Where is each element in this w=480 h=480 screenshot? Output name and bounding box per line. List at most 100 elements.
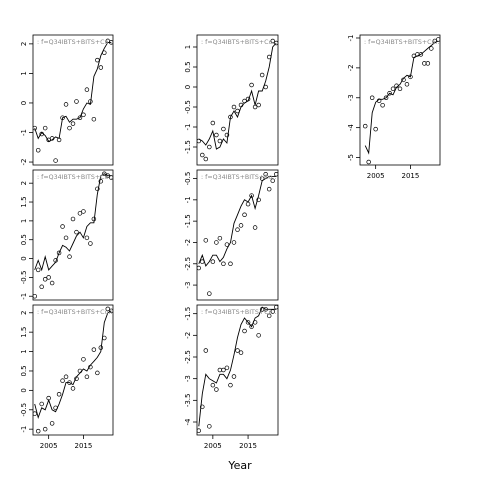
panel-label: : f=Q34IBTS+BITS+Co.. (201, 309, 276, 316)
y-tick-label: -1 (347, 34, 355, 41)
y-tick-label: 0 (184, 85, 192, 89)
y-tick-label: -2 (347, 64, 355, 71)
y-tick-label: -5 (347, 154, 355, 161)
data-point (84, 87, 90, 92)
data-point (376, 98, 382, 103)
plot-area: : f=Q34IBTS+BITS+Co.. (33, 306, 113, 434)
data-point (63, 102, 69, 107)
y-tick-label: -1 (184, 196, 192, 203)
data-point (60, 224, 65, 229)
data-point (270, 38, 275, 44)
data-point (102, 50, 107, 55)
data-point (197, 428, 202, 433)
y-tick-label: -2 (184, 332, 192, 339)
data-point (387, 91, 392, 96)
data-point (207, 291, 212, 296)
panel-label: : f=Q34IBTS+BITS+Co.. (201, 39, 276, 46)
data-point (373, 126, 378, 132)
data-point (81, 209, 86, 214)
data-point (70, 121, 76, 126)
plot-area: : f=Q34IBTS+BITS+Co.. (33, 38, 113, 163)
plot-frame (196, 34, 279, 166)
data-point (56, 250, 62, 256)
data-point (33, 125, 37, 131)
data-point (401, 77, 406, 83)
y-tick-label: -1.5 (184, 140, 192, 154)
data-point (91, 116, 97, 122)
y-tick-label: -1.5 (184, 307, 192, 321)
y-tick-label: -2.5 (184, 257, 192, 271)
data-point (221, 126, 226, 132)
data-point (266, 313, 272, 319)
y-tick-label: 0.5 (20, 365, 28, 376)
data-point (429, 46, 434, 51)
x-tick-label: 2015 (402, 172, 420, 180)
data-point (397, 86, 403, 92)
data-point (33, 293, 37, 299)
data-point (235, 227, 240, 232)
plot-area: : f=Q34IBTS+BITS+Co.. (197, 305, 278, 433)
data-point (228, 382, 233, 388)
x-tick-label: 2005 (40, 442, 58, 450)
y-tick-label: -3 (347, 94, 355, 101)
data-point (245, 96, 251, 102)
panel-7: -4 -3.5 -3 -2.5 -2 -1.5 2005 2015: f=Q34IBTS+BI… (184, 304, 279, 450)
data-point (369, 95, 375, 101)
data-point (404, 82, 410, 87)
data-point (49, 421, 55, 426)
y-tick-label: -1 (20, 293, 28, 300)
data-point (203, 238, 209, 243)
data-point (49, 136, 55, 141)
plot-area: : f=Q34IBTS+BITS+Co.. (362, 37, 440, 165)
data-point (231, 104, 237, 110)
data-point (228, 261, 233, 267)
data-point (42, 426, 48, 432)
y-tick-label: -3.5 (184, 393, 192, 407)
data-point (63, 235, 69, 241)
y-tick-label: -1 (20, 129, 28, 136)
panel-label: : f=Q34IBTS+BITS+Co.. (37, 39, 112, 46)
data-point (245, 320, 251, 325)
x-tick-label: 2015 (75, 442, 93, 450)
data-point (84, 235, 90, 241)
data-point (203, 156, 209, 162)
data-point (70, 216, 76, 222)
data-point (67, 254, 72, 259)
data-point (70, 386, 76, 391)
data-point (197, 138, 202, 144)
y-tick-label: 1 (20, 219, 28, 223)
plot-frame (196, 304, 279, 436)
data-point (249, 82, 254, 88)
data-point (231, 374, 237, 379)
data-point (242, 212, 247, 218)
data-point (249, 324, 254, 329)
data-point (245, 201, 251, 207)
data-point (39, 131, 44, 137)
data-point (95, 186, 100, 192)
data-point (221, 261, 226, 267)
data-point (273, 172, 278, 177)
data-point (221, 367, 226, 373)
data-point (46, 275, 51, 280)
data-point (214, 387, 219, 392)
y-tick-label: -2 (184, 239, 192, 246)
data-point (214, 240, 219, 245)
data-point (224, 132, 230, 138)
data-point (67, 125, 72, 131)
y-tick-label: -0.5 (184, 100, 192, 114)
data-point (77, 368, 83, 374)
data-point (74, 99, 79, 104)
data-point (270, 309, 275, 314)
data-point (203, 348, 209, 353)
y-tick-label: 2 (20, 42, 28, 46)
data-point (74, 376, 79, 381)
panel-1: -2 -1 0 1 2: f=Q34IBTS+BITS+Co.. (20, 34, 114, 166)
data-point (53, 258, 58, 263)
data-point (259, 176, 265, 181)
model-line (34, 310, 112, 420)
panel-2: -1.5 -1 -0.5 0 0.5 1: f=Q34IBTS+BITS+Co.. (184, 34, 279, 166)
data-point (35, 267, 41, 273)
data-point (109, 175, 113, 180)
plot-frame (32, 34, 114, 166)
plot-frame (359, 34, 441, 166)
